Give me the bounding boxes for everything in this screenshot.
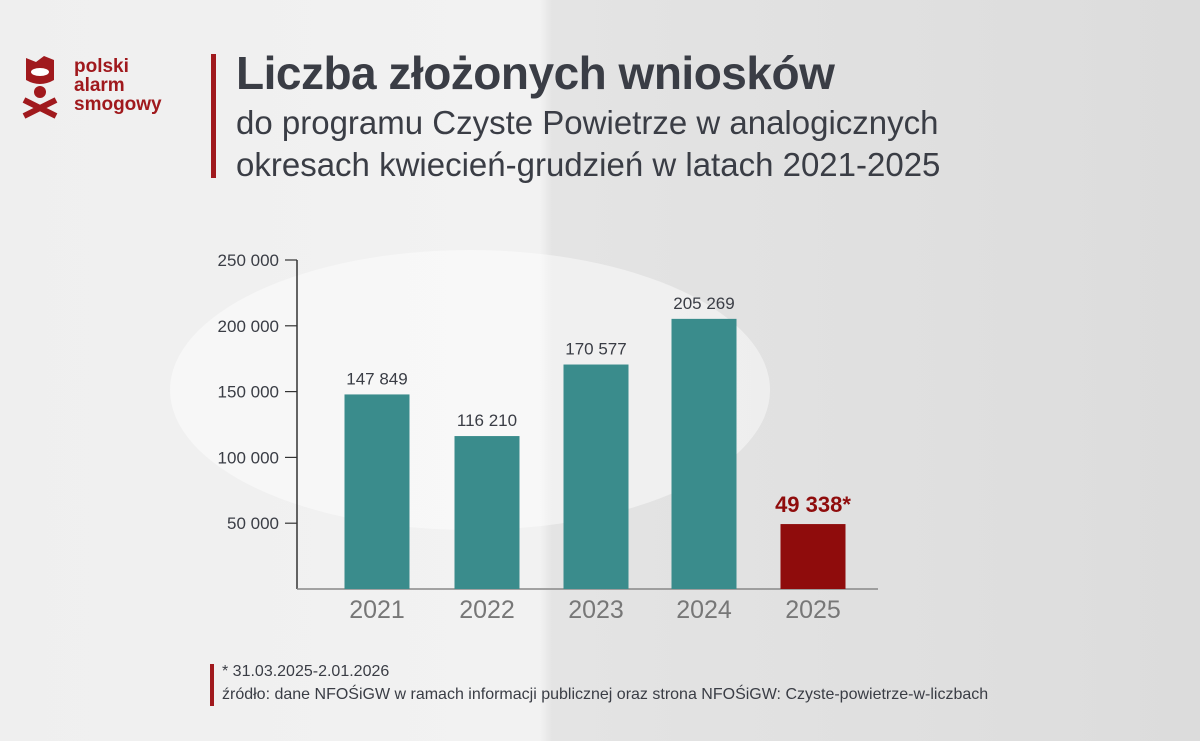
value-label: 205 269: [673, 294, 734, 313]
y-tick-label: 50 000: [227, 514, 279, 533]
footnote: * 31.03.2025-2.01.2026: [222, 663, 390, 680]
bar-2021: [344, 394, 410, 589]
bar-2025: [780, 524, 846, 589]
x-tick-label: 2025: [785, 596, 841, 624]
logo-line: smogowy: [74, 94, 162, 115]
bar-2024: [671, 318, 737, 589]
y-tick-label: 250 000: [218, 251, 279, 270]
gas-mask-icon: [20, 54, 60, 125]
bar-2023: [563, 364, 629, 589]
value-label: 116 210: [457, 411, 517, 430]
footer-accent-bar: [210, 664, 214, 706]
source-note: źródło: dane NFOŚiGW w ramach informacji…: [222, 686, 989, 703]
value-label: 170 577: [565, 340, 626, 359]
page-title: Liczba złożonych wniosków: [236, 47, 835, 99]
logo-line: alarm: [74, 75, 125, 96]
subtitle-line1: do programu Czyste Powietrze w analogicz…: [236, 104, 939, 141]
bar-2022: [454, 436, 520, 589]
x-tick-label: 2022: [459, 596, 515, 624]
title-accent-bar: [211, 54, 216, 178]
value-label: 49 338*: [775, 492, 851, 517]
y-tick-label: 200 000: [218, 317, 279, 336]
value-label: 147 849: [346, 369, 407, 388]
logo-text: polski alarm smogowy: [74, 57, 162, 114]
x-tick-label: 2021: [349, 596, 405, 624]
y-tick-label: 100 000: [218, 448, 279, 467]
logo-line: polski: [74, 56, 129, 77]
x-tick-label: 2023: [568, 596, 624, 624]
x-tick-label: 2024: [676, 596, 732, 624]
subtitle-line2: okresach kwiecień-grudzień w latach 2021…: [236, 146, 941, 183]
y-tick-label: 150 000: [218, 383, 279, 402]
